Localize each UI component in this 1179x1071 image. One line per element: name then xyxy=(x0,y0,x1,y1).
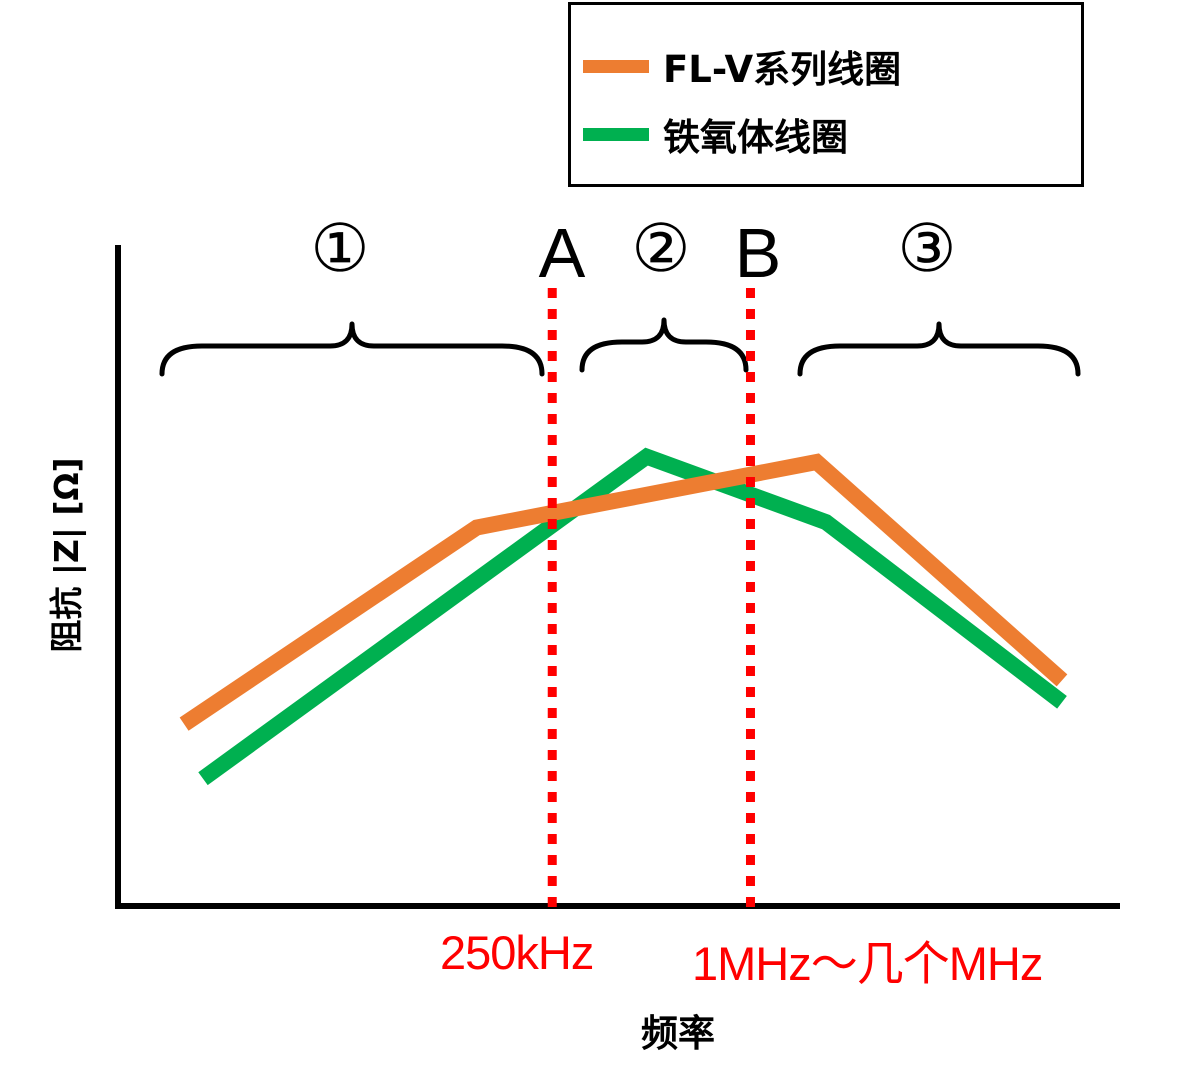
region-brace-3 xyxy=(797,321,1081,377)
region-brace-1 xyxy=(159,321,545,377)
series-lines xyxy=(179,447,1068,786)
x-tick-label-1mhz: 1MHz～几个MHz xyxy=(692,937,1043,990)
y-axis-label: 阻抗 |Z| [Ω] xyxy=(47,457,86,653)
marker-label-a: A xyxy=(538,214,586,292)
axes xyxy=(115,245,1120,909)
marker-lines xyxy=(547,288,755,910)
legend-item-ferrite: 铁氧体线圈 xyxy=(583,109,848,159)
region-braces xyxy=(159,317,1081,377)
x-tick-label-250khz: 250kHz xyxy=(440,926,594,979)
legend: FL-V系列线圈 铁氧体线圈 xyxy=(568,2,1084,187)
series-line-ferrite xyxy=(198,447,1067,786)
region-label-2: ② xyxy=(631,210,691,287)
legend-item-fl-v: FL-V系列线圈 xyxy=(583,41,901,91)
series-line-fl-v xyxy=(179,453,1068,731)
legend-label-ferrite: 铁氧体线圈 xyxy=(663,116,848,159)
legend-label-fl-v: FL-V系列线圈 xyxy=(663,48,902,91)
legend-swatch-ferrite xyxy=(583,127,649,141)
x-axis-label: 频率 xyxy=(641,1012,715,1055)
region-label-1: ① xyxy=(310,210,370,287)
region-brace-2 xyxy=(579,317,749,373)
marker-label-b: B xyxy=(734,214,782,292)
region-label-3: ③ xyxy=(897,210,957,287)
legend-swatch-fl-v xyxy=(583,59,649,73)
